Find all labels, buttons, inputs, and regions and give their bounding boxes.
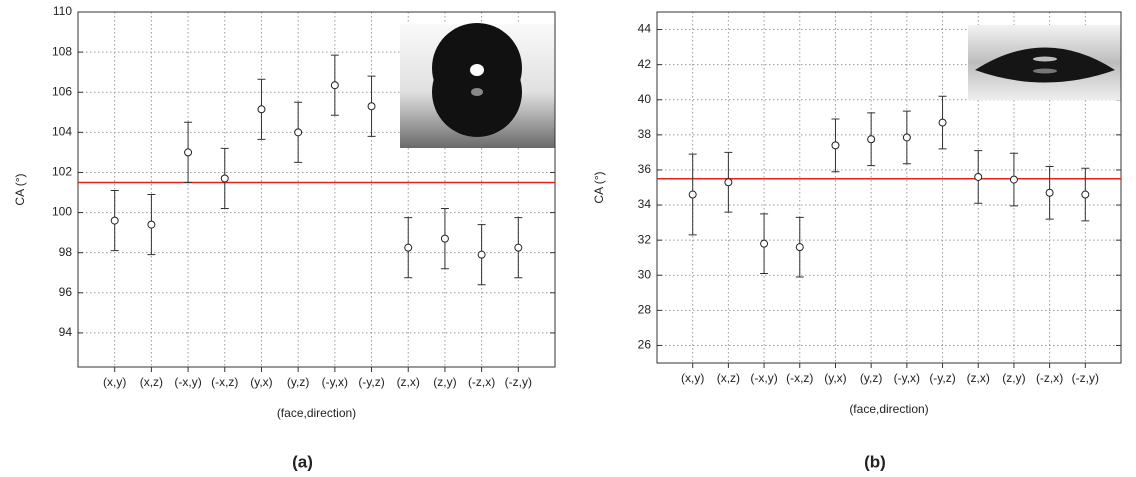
marker	[795, 243, 804, 252]
x-tick-label: (x,y)	[103, 375, 126, 389]
y-tick-label: 44	[638, 22, 652, 36]
x-tick-label: (-z,x)	[468, 375, 495, 389]
x-tick-label: (-x,z)	[211, 375, 238, 389]
y-tick-label: 28	[638, 303, 652, 317]
x-tick-label: (-z,y)	[505, 375, 532, 389]
y-tick-label: 104	[52, 125, 72, 139]
x-axis-title: (face,direction)	[277, 406, 356, 420]
marker	[440, 234, 449, 243]
x-tick-label: (y,x)	[250, 375, 272, 389]
marker	[1009, 175, 1018, 184]
marker	[147, 220, 156, 229]
reflection	[1033, 68, 1057, 74]
marker	[220, 174, 229, 183]
marker	[867, 135, 876, 144]
x-tick-label: (-z,y)	[1072, 371, 1099, 385]
chart-panel: 26 28 30 32 34 36 38 40 42 44 (x,y) (x,z) (-x,y) (-x,…	[592, 11, 1122, 471]
y-tick-label: 34	[638, 197, 652, 211]
x-tick-label: (-y,z)	[929, 371, 955, 385]
x-tick-label: (-x,y)	[174, 375, 201, 389]
x-tick-label: (-z,x)	[1036, 371, 1063, 385]
marker	[974, 172, 983, 181]
marker	[724, 178, 733, 187]
x-tick-label: (-x,y)	[750, 371, 777, 385]
x-tick-label: (z,y)	[433, 375, 456, 389]
y-tick-label: 108	[52, 44, 72, 58]
x-tick-label: (-x,z)	[786, 371, 813, 385]
marker	[760, 239, 769, 248]
x-tick-label: (z,x)	[397, 375, 420, 389]
y-tick-label: 96	[59, 285, 73, 299]
y-tick-label: 94	[59, 325, 73, 339]
marker	[938, 118, 947, 127]
x-tick-label: (-y,z)	[358, 375, 384, 389]
x-tick-label: (y,x)	[824, 371, 846, 385]
plot-frame	[77, 11, 556, 368]
y-tick-label: 36	[638, 162, 652, 176]
y-tick-label: 102	[52, 165, 72, 179]
y-tick-label: 110	[53, 4, 72, 18]
x-tick-label: (x,z)	[717, 371, 740, 385]
droplet	[975, 47, 1115, 83]
y-axis-title: CA (°)	[13, 173, 27, 205]
y-tick-label: 32	[638, 232, 652, 246]
x-tick-label: (x,y)	[681, 371, 704, 385]
x-tick-label: (-y,x)	[894, 371, 920, 385]
marker	[330, 81, 339, 90]
marker	[514, 243, 523, 252]
reflection	[471, 88, 483, 96]
marker	[1045, 188, 1054, 197]
y-tick-label: 40	[638, 92, 652, 106]
x-tick-label: (z,x)	[967, 371, 990, 385]
caption: (a)	[292, 452, 313, 471]
marker	[1081, 190, 1090, 199]
caption: (b)	[864, 452, 886, 471]
x-tick-label: (-y,x)	[322, 375, 348, 389]
y-tick-label: 100	[52, 205, 72, 219]
y-axis-title: CA (°)	[592, 171, 606, 203]
marker	[184, 148, 193, 157]
marker	[110, 216, 119, 225]
y-tick-label: 38	[638, 127, 652, 141]
y-tick-label: 98	[59, 245, 73, 259]
marker	[902, 133, 911, 142]
chart-panel: 94 96 98 100 102 104 106 108 110 (x,y) (x,z) (-x,y)…	[13, 4, 556, 471]
marker	[404, 243, 413, 252]
y-tick-label: 26	[638, 338, 652, 352]
x-tick-label: (y,z)	[860, 371, 882, 385]
marker	[367, 102, 376, 111]
marker	[477, 250, 486, 259]
x-tick-label: (y,z)	[287, 375, 309, 389]
x-tick-label: (z,y)	[1002, 371, 1025, 385]
marker	[257, 105, 266, 114]
plot-frame	[656, 11, 1122, 364]
y-tick-label: 30	[638, 267, 652, 281]
y-tick-label: 106	[52, 84, 72, 98]
y-tick-label: 42	[638, 57, 652, 71]
x-axis-title: (face,direction)	[849, 402, 928, 416]
x-tick-label: (x,z)	[140, 375, 163, 389]
marker	[294, 128, 303, 137]
marker	[831, 141, 840, 150]
reflection	[1033, 56, 1057, 62]
marker	[688, 190, 697, 199]
reflection	[470, 64, 484, 76]
